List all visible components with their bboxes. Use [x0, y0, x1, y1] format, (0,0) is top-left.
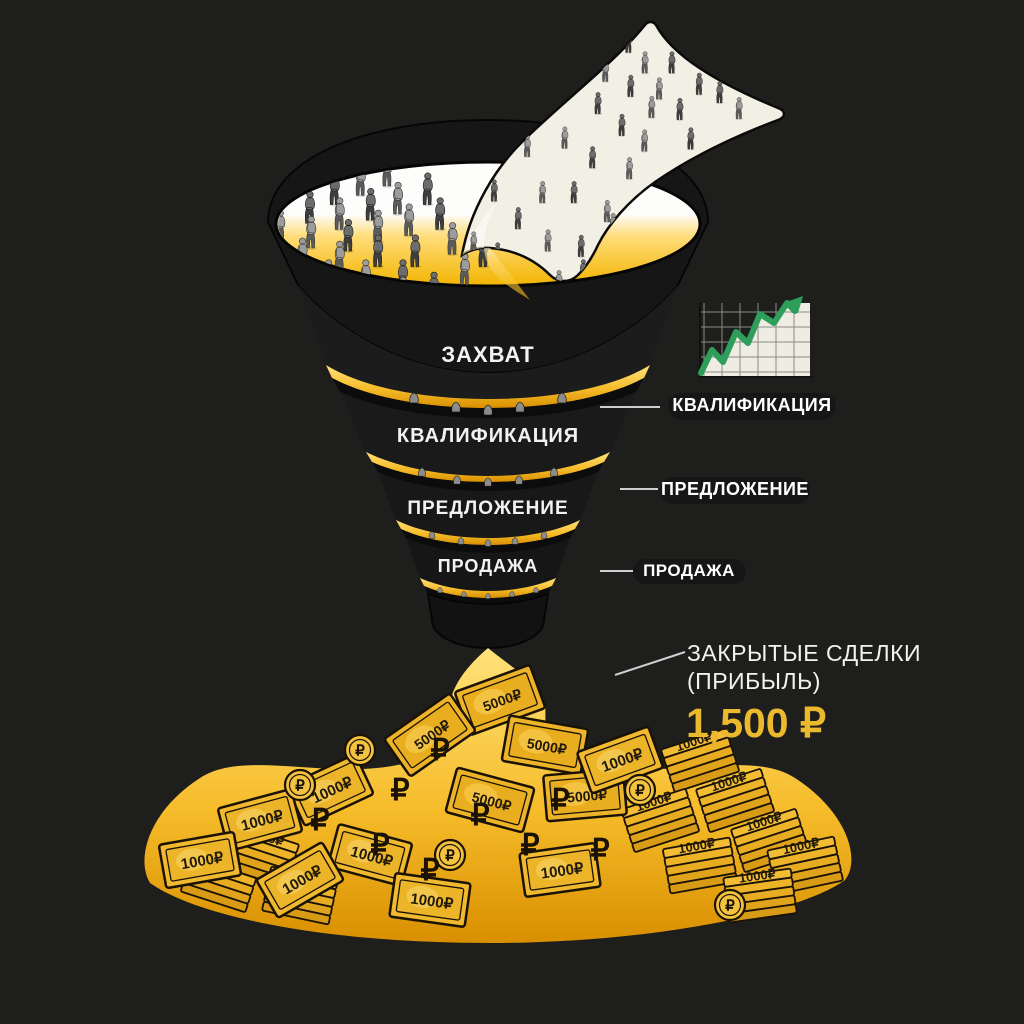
svg-text:КВАЛИФИКАЦИЯ: КВАЛИФИКАЦИЯ [672, 395, 831, 415]
svg-text:ЗАХВАТ: ЗАХВАТ [441, 342, 534, 367]
svg-text:1,500 ₽: 1,500 ₽ [686, 700, 826, 746]
svg-text:КВАЛИФИКАЦИЯ: КВАЛИФИКАЦИЯ [397, 425, 579, 447]
svg-text:ПРЕДЛОЖЕНИЕ: ПРЕДЛОЖЕНИЕ [407, 498, 568, 519]
svg-text:ПРОДАЖА: ПРОДАЖА [643, 561, 735, 580]
svg-text:ЗАКРЫТЫЕ СДЕЛКИ: ЗАКРЫТЫЕ СДЕЛКИ [687, 640, 921, 666]
svg-text:ПРОДАЖА: ПРОДАЖА [438, 556, 539, 576]
svg-text:ПРЕДЛОЖЕНИЕ: ПРЕДЛОЖЕНИЕ [661, 479, 809, 499]
svg-text:(ПРИБЫЛЬ): (ПРИБЫЛЬ) [687, 668, 821, 694]
